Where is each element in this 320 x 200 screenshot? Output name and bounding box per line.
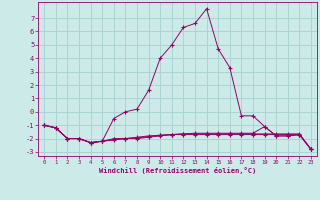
X-axis label: Windchill (Refroidissement éolien,°C): Windchill (Refroidissement éolien,°C) — [99, 167, 256, 174]
